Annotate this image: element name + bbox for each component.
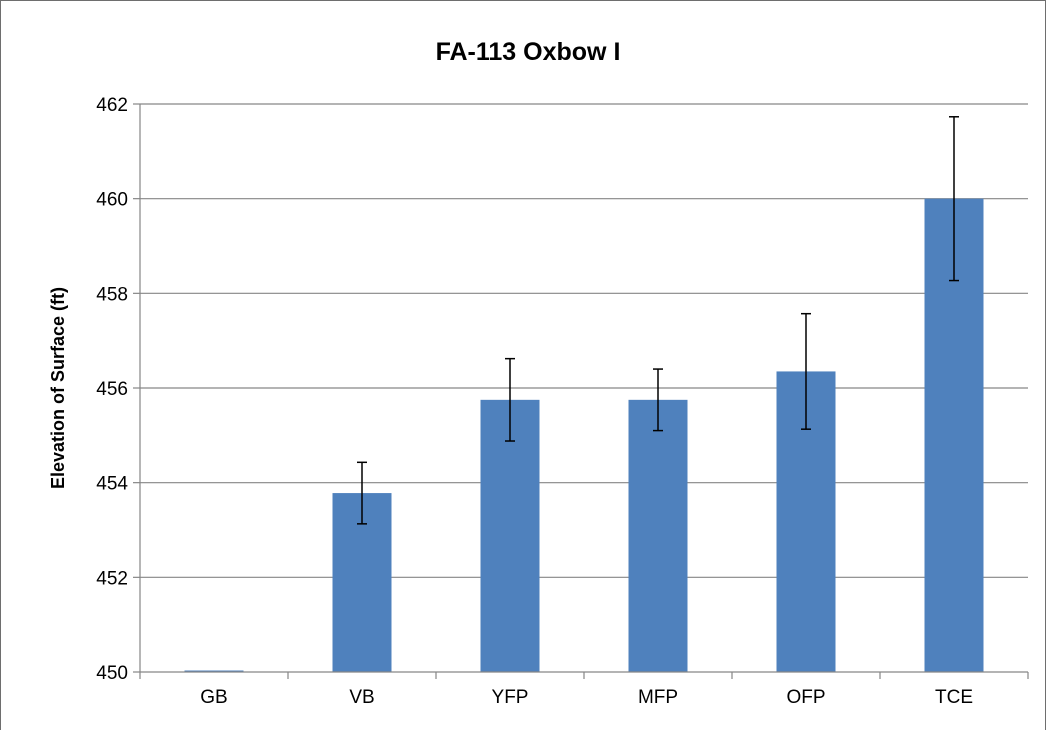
x-tick-label: YFP bbox=[492, 687, 529, 708]
y-tick-label: 460 bbox=[96, 190, 128, 211]
x-tick-label: MFP bbox=[638, 687, 678, 708]
x-tick-label: VB bbox=[349, 687, 374, 708]
chart-title: FA-113 Oxbow I bbox=[436, 38, 621, 66]
y-axis-title: Elevation of Surface (ft) bbox=[48, 287, 68, 489]
y-tick-label: 462 bbox=[96, 95, 128, 116]
bar bbox=[480, 399, 540, 672]
bars bbox=[184, 198, 984, 672]
gridlines bbox=[133, 103, 1028, 673]
x-tick-labels: GB VB YFP MFP OFP TCE bbox=[200, 687, 973, 708]
y-tick-labels: 450 452 454 456 458 460 462 bbox=[96, 95, 128, 684]
x-tick-label: TCE bbox=[935, 687, 973, 708]
x-tick-label: GB bbox=[200, 687, 227, 708]
y-tick-label: 452 bbox=[96, 568, 128, 589]
y-tick-label: 454 bbox=[96, 474, 128, 495]
y-tick-label: 456 bbox=[96, 379, 128, 400]
x-tick-label: OFP bbox=[786, 687, 825, 708]
bar bbox=[184, 670, 244, 672]
error-bars bbox=[357, 116, 959, 525]
y-tick-label: 450 bbox=[96, 663, 128, 684]
axes bbox=[139, 104, 1029, 679]
y-tick-label: 458 bbox=[96, 284, 128, 305]
bar bbox=[628, 399, 688, 672]
